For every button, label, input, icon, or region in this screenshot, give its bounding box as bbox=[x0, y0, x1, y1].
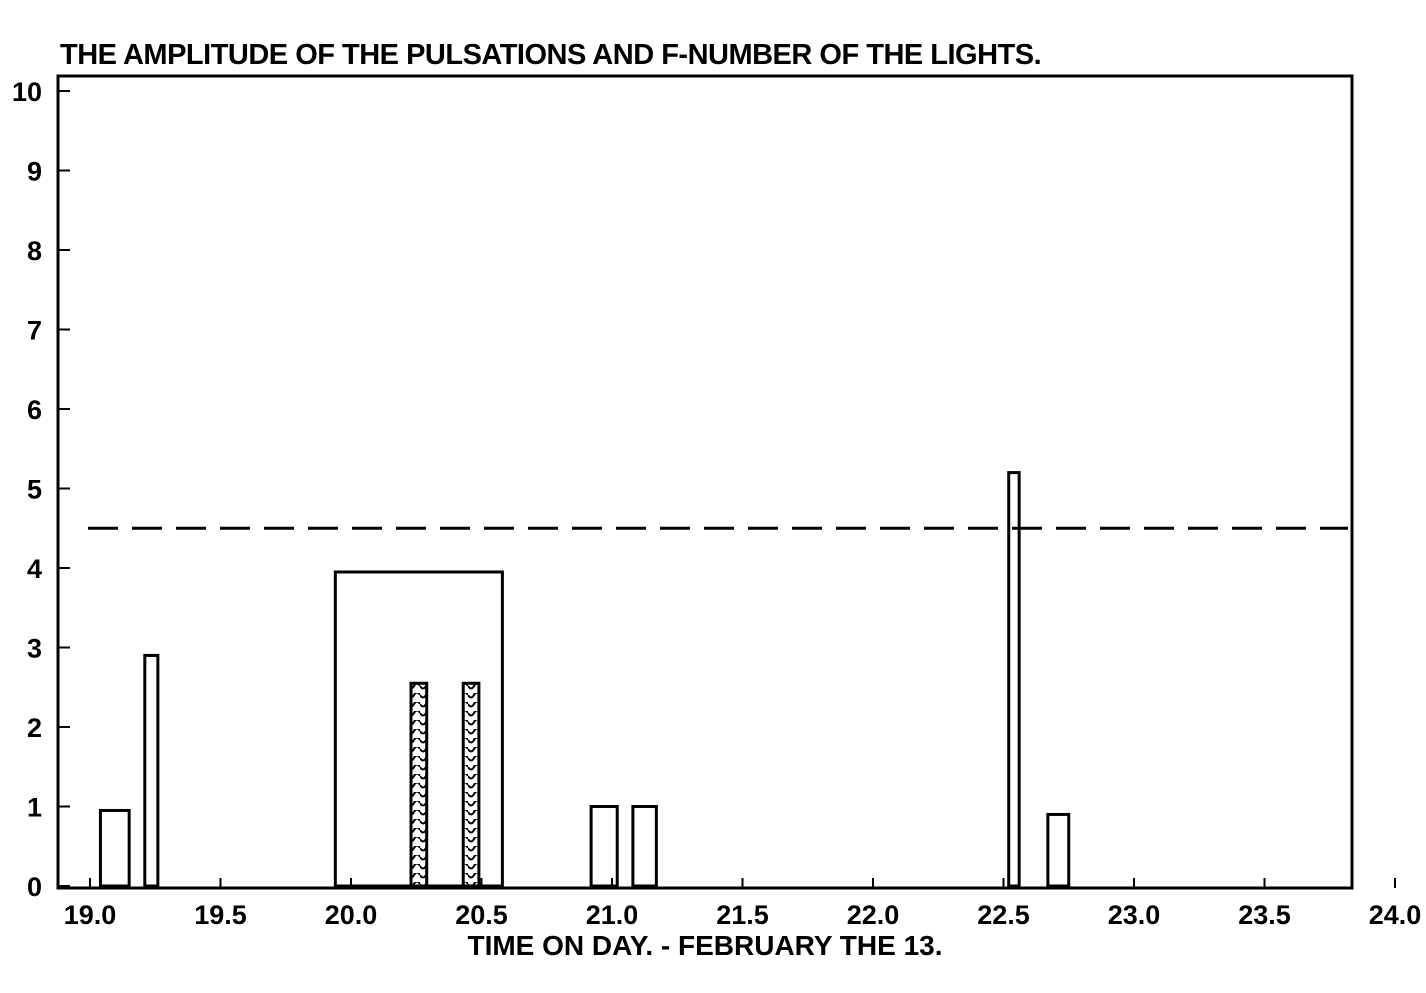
x-tick-label: 20.0 bbox=[325, 900, 378, 930]
chart-title: THE AMPLITUDE OF THE PULSATIONS AND F-NU… bbox=[60, 39, 1041, 71]
y-tick-label: 10 bbox=[12, 77, 42, 107]
y-axis: 0 1 2 3 4 5 6 7 8 9 10 bbox=[12, 77, 70, 902]
x-tick-label: 22.5 bbox=[977, 900, 1030, 930]
outline-bar bbox=[1046, 812, 1071, 888]
x-axis-label: TIME ON DAY. - FEBRUARY THE 13. bbox=[467, 930, 942, 961]
x-tick-label: 19.5 bbox=[194, 900, 247, 930]
y-tick-label: 3 bbox=[27, 634, 42, 664]
x-tick-label: 19.0 bbox=[64, 900, 117, 930]
hatched-bar bbox=[461, 681, 481, 888]
y-tick-label: 5 bbox=[27, 475, 42, 505]
x-axis: 19.0 19.5 20.0 20.5 21.0 21.5 22.0 22.5 23.0 23.5… bbox=[64, 878, 1422, 930]
y-tick-label: 4 bbox=[27, 554, 42, 584]
x-tick-label: 22.0 bbox=[847, 900, 900, 930]
x-tick-label: 23.0 bbox=[1108, 900, 1161, 930]
plot-frame bbox=[56, 74, 1354, 890]
outline-bar bbox=[1007, 471, 1021, 888]
outline-bar bbox=[98, 808, 131, 888]
outline-bar bbox=[589, 805, 619, 888]
y-tick-label: 0 bbox=[27, 872, 42, 902]
y-tick-label: 9 bbox=[27, 157, 42, 187]
y-tick-label: 8 bbox=[27, 236, 42, 266]
y-tick-label: 1 bbox=[27, 793, 42, 823]
x-tick-label: 20.5 bbox=[455, 900, 508, 930]
x-tick-label: 21.5 bbox=[716, 900, 769, 930]
y-tick-label: 6 bbox=[27, 395, 42, 425]
x-tick-label: 24.0 bbox=[1369, 900, 1422, 930]
x-tick-label: 21.0 bbox=[586, 900, 639, 930]
y-tick-label: 2 bbox=[27, 713, 42, 743]
outline-bar bbox=[631, 805, 658, 888]
outline-bar bbox=[143, 653, 160, 888]
bars bbox=[98, 471, 1071, 888]
hatched-bar bbox=[409, 681, 429, 888]
x-tick-label: 23.5 bbox=[1238, 900, 1291, 930]
y-tick-label: 7 bbox=[27, 316, 42, 346]
